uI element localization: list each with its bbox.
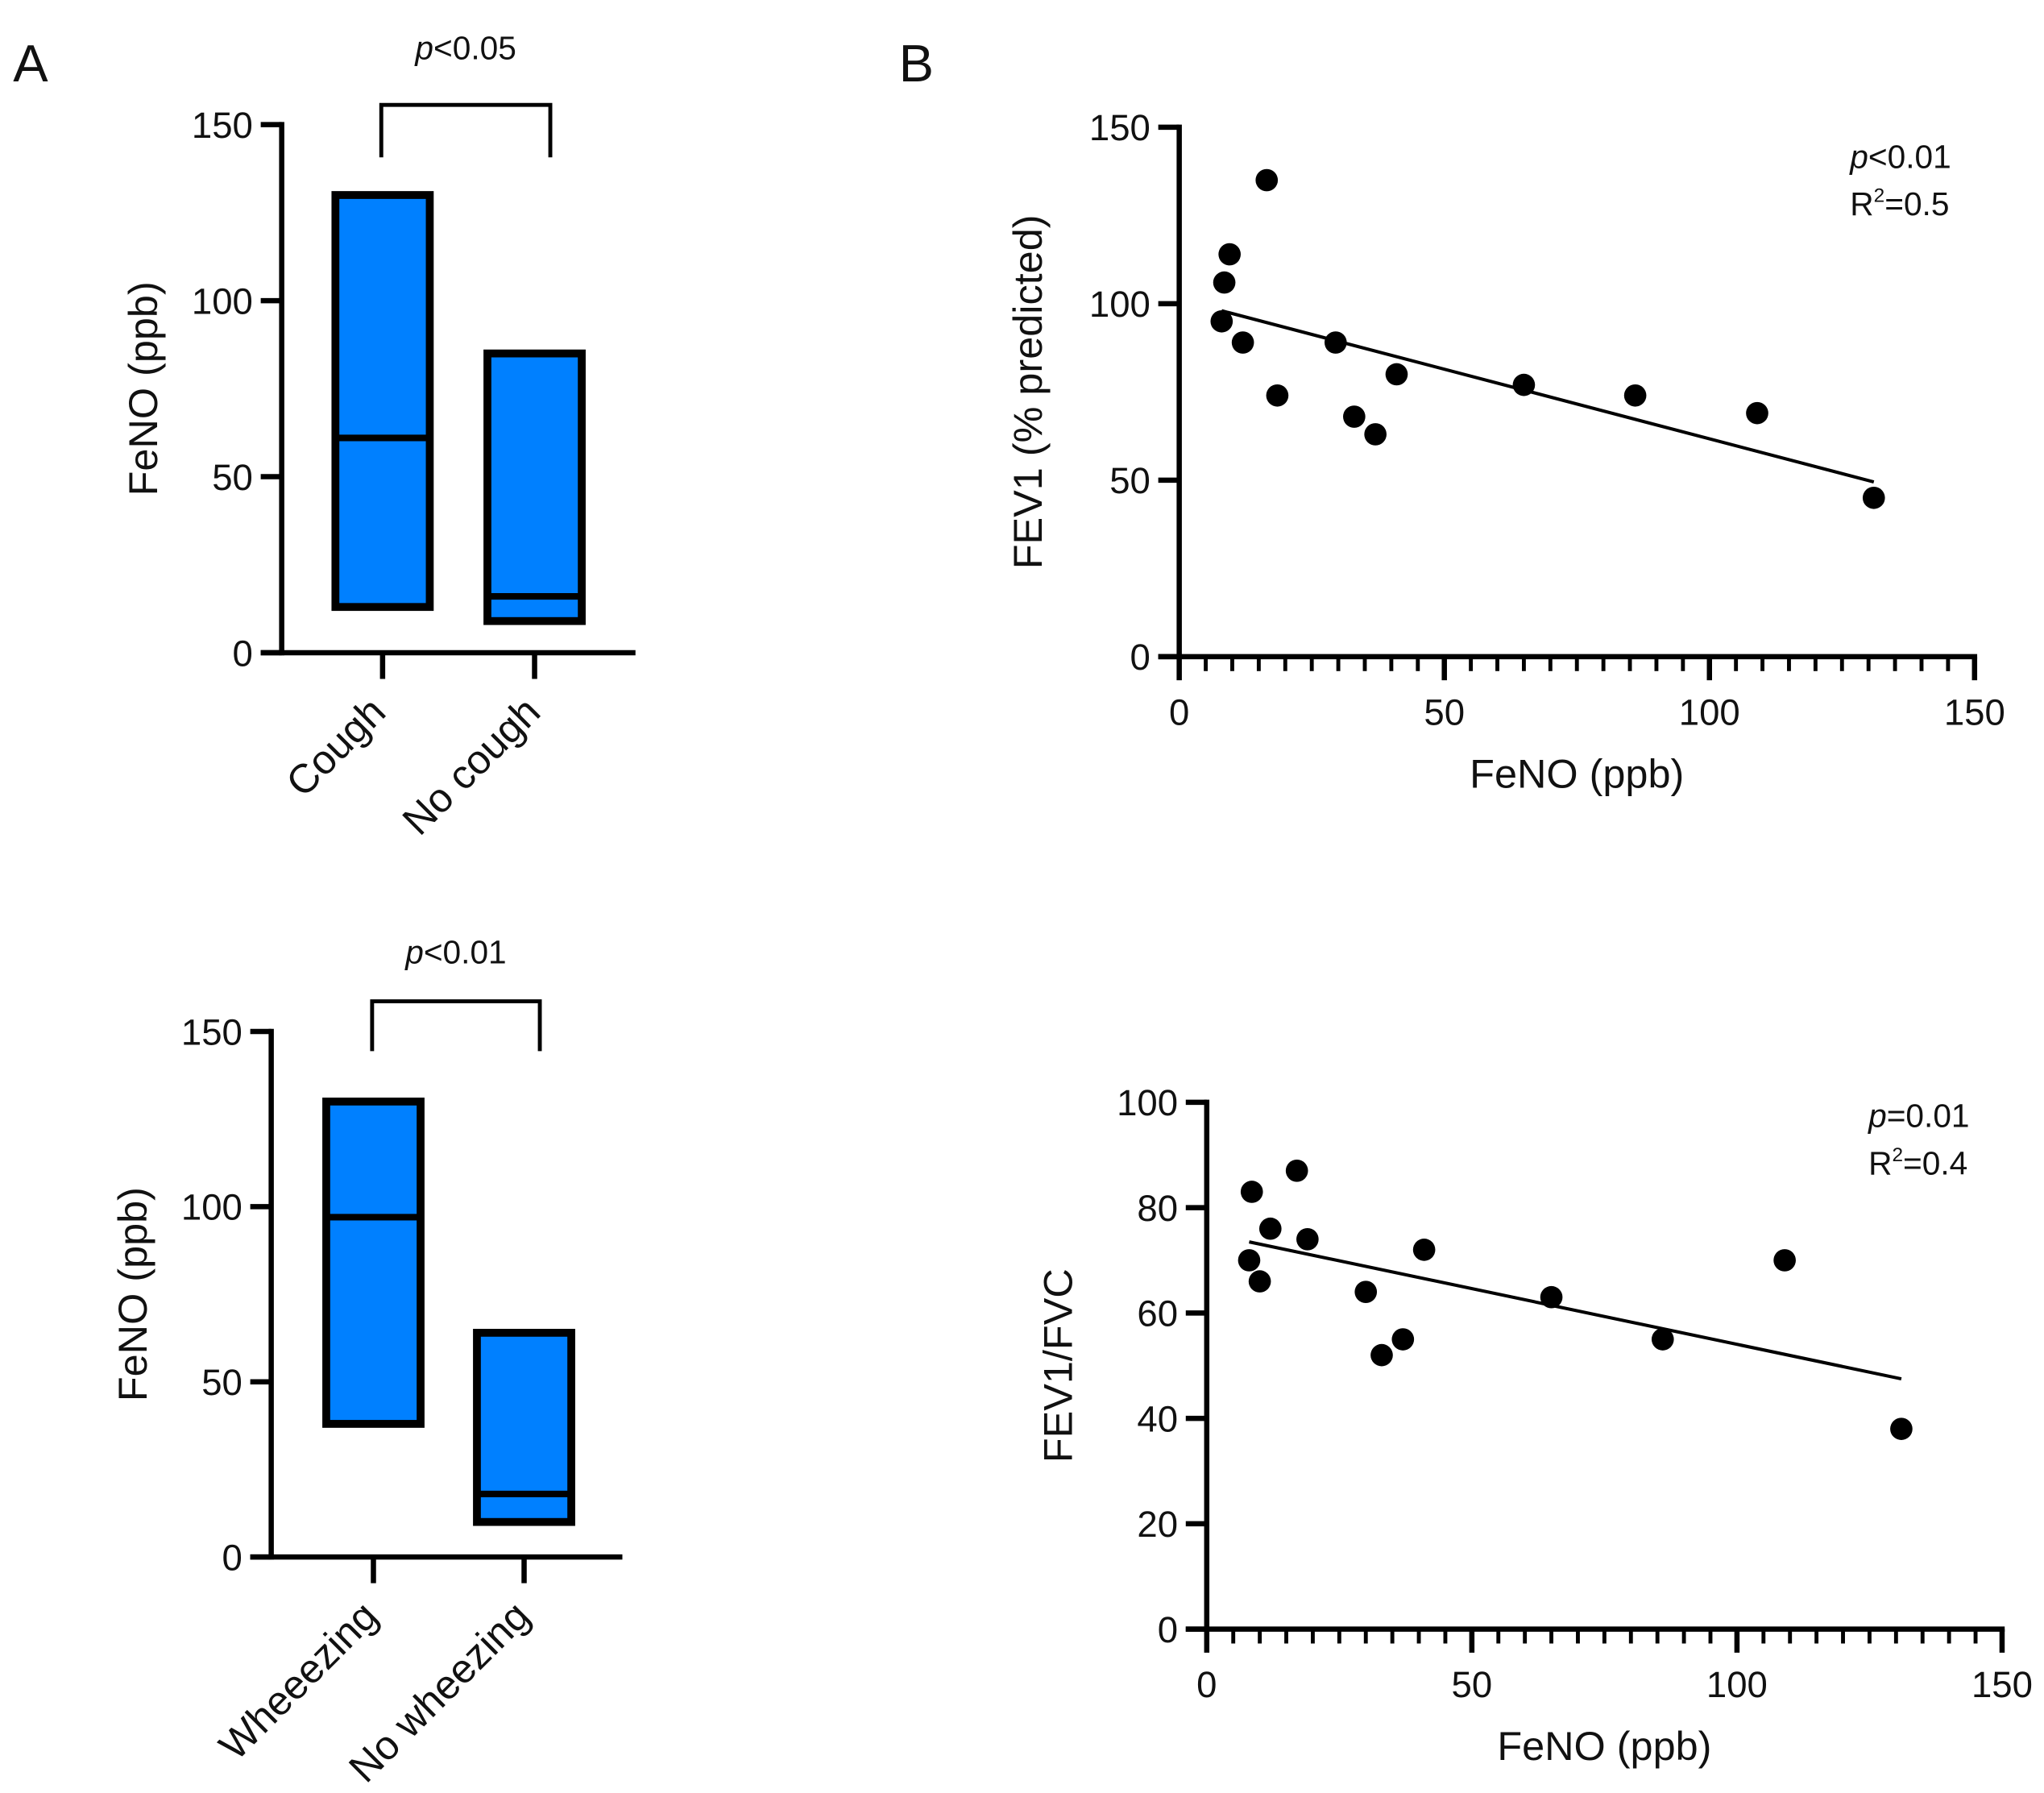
panel-label-a: A — [13, 34, 48, 93]
data-point — [1258, 1217, 1282, 1240]
data-point — [1240, 1181, 1263, 1203]
y-tick-label: 0 — [1158, 1609, 1178, 1650]
panel-label-b: B — [899, 34, 934, 93]
x-tick-label: 50 — [1424, 691, 1465, 733]
box-no-wheezing — [473, 1329, 575, 1526]
p-symbol: p — [404, 933, 424, 970]
x-tick-label: No cough — [393, 688, 549, 844]
regression-line — [1221, 309, 1875, 484]
p-value-annotation: p<0.01 — [404, 933, 506, 970]
r-squared-value: =0.5 — [1884, 185, 1949, 222]
data-point — [1296, 1227, 1319, 1251]
significance-bracket — [379, 102, 553, 158]
data-point — [1651, 1328, 1674, 1351]
data-point — [1343, 405, 1366, 428]
data-point — [1248, 1270, 1271, 1293]
p-value: <0.01 — [424, 933, 507, 970]
y-tick-label: 50 — [1109, 460, 1151, 501]
r-squared-value: =0.4 — [1903, 1144, 1967, 1181]
r-squared-annotation: R2=0.5 — [1850, 185, 1949, 222]
x-tick-label: 150 — [1971, 1664, 2033, 1705]
y-axis-label: FEV1 (% predicted) — [1005, 214, 1051, 569]
p-value-annotation: p<0.01 — [1848, 138, 1951, 175]
data-point — [1266, 384, 1289, 407]
data-point — [1746, 401, 1768, 425]
data-point — [1213, 271, 1236, 294]
x-tick-label: 50 — [1452, 1664, 1493, 1705]
data-point — [1364, 423, 1387, 446]
r-label: R — [1868, 1144, 1892, 1181]
y-axis-label: FEV1/FVC — [1034, 1268, 1080, 1463]
scatter-chart-1: 0 50 100 150 0 50 100 150 FeNO (ppb) FEV1 (% pred… — [1005, 107, 2005, 796]
data-point — [1238, 1249, 1261, 1272]
p-symbol: p — [1867, 1098, 1887, 1135]
y-axis-label: FeNO (ppb) — [120, 281, 166, 496]
regression-line — [1249, 1240, 1902, 1381]
data-point — [1623, 384, 1647, 407]
y-tick-label: 20 — [1137, 1504, 1178, 1545]
y-tick-label: 100 — [181, 1187, 243, 1228]
data-point — [1255, 168, 1279, 192]
r-superscript: 2 — [1892, 1144, 1903, 1166]
x-tick-label: Cough — [277, 688, 394, 805]
data-point — [1512, 373, 1536, 396]
box-cough — [331, 191, 434, 612]
y-tick-label: 100 — [1117, 1082, 1178, 1123]
data-point — [1540, 1285, 1563, 1309]
y-tick-label: 40 — [1137, 1398, 1178, 1439]
y-tick-label: 0 — [1130, 637, 1151, 678]
y-tick-label: 100 — [1089, 284, 1151, 325]
box-wheeezing — [322, 1098, 425, 1428]
p-value: =0.01 — [1887, 1098, 1970, 1135]
data-point — [1412, 1239, 1436, 1261]
y-tick-label: 80 — [1137, 1188, 1178, 1229]
x-tick-label: 100 — [1679, 691, 1740, 733]
y-tick-label: 150 — [192, 105, 253, 146]
data-point — [1890, 1417, 1913, 1440]
box-chart-1: 0 50 100 150 FeNO (ppb) Cough No cough p<0.05 — [120, 29, 636, 844]
data-point — [1210, 309, 1233, 333]
p-symbol: p — [413, 29, 433, 66]
x-axis-label: FeNO (ppb) — [1470, 751, 1684, 797]
p-value-annotation: p=0.01 — [1867, 1098, 1969, 1135]
y-tick-label: 60 — [1137, 1293, 1178, 1334]
data-point — [1862, 486, 1885, 509]
y-tick-label: 150 — [1089, 107, 1151, 148]
scatter-chart-2: 0 20 40 60 80 100 0 50 100 150 FeNO (ppb) FEV1/FVC p… — [1034, 1082, 2033, 1769]
data-point — [1218, 243, 1241, 266]
data-point — [1370, 1343, 1393, 1367]
y-tick-label: 50 — [201, 1362, 243, 1403]
data-point — [1324, 331, 1347, 354]
y-axis-label: FeNO (ppb) — [110, 1187, 155, 1401]
y-tick-label: 50 — [212, 457, 253, 498]
data-point — [1231, 331, 1254, 354]
r-squared-annotation: R2=0.4 — [1868, 1144, 1967, 1181]
y-tick-label: 0 — [222, 1537, 243, 1578]
p-value: <0.05 — [433, 29, 516, 66]
r-label: R — [1850, 185, 1873, 222]
data-point — [1391, 1328, 1415, 1351]
data-point — [1354, 1280, 1378, 1304]
significance-bracket — [370, 999, 542, 1052]
x-tick-label: 0 — [1196, 1664, 1217, 1705]
y-tick-label: 150 — [181, 1011, 243, 1052]
r-superscript: 2 — [1874, 185, 1885, 207]
p-value-annotation: p<0.05 — [413, 29, 516, 66]
x-tick-label: 0 — [1169, 691, 1189, 733]
y-tick-label: 0 — [233, 633, 253, 674]
data-point — [1773, 1249, 1796, 1272]
x-tick-label: 150 — [1944, 691, 2005, 733]
data-point — [1385, 363, 1408, 386]
data-point — [1285, 1159, 1308, 1182]
p-value: <0.01 — [1868, 138, 1951, 175]
box-no-cough — [483, 349, 586, 625]
x-tick-label: 100 — [1706, 1664, 1768, 1705]
p-symbol: p — [1848, 138, 1868, 175]
y-tick-label: 100 — [192, 280, 253, 322]
x-axis-label: FeNO (ppb) — [1497, 1723, 1711, 1769]
